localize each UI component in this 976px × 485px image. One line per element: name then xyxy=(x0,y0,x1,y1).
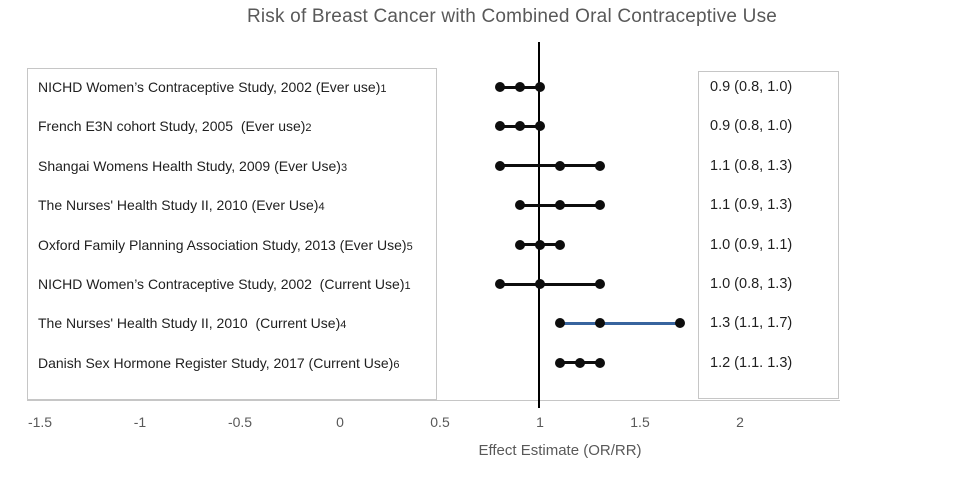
ci-low-dot xyxy=(515,200,525,211)
study-label: The Nurses' Health Study II, 2010 (Ever … xyxy=(38,196,434,216)
x-tick-label: -0.5 xyxy=(227,414,253,430)
ci-low-dot xyxy=(515,239,525,250)
study-label: NICHD Women’s Contraceptive Study, 2002 … xyxy=(38,78,434,98)
ci-high-dot xyxy=(595,160,605,171)
study-reference-number: 4 xyxy=(318,201,325,214)
study-label-text: Danish Sex Hormone Register Study, 2017 … xyxy=(38,354,394,371)
estimate-value: 1.1 (0.8, 1.3) xyxy=(710,157,793,174)
ci-line xyxy=(500,282,600,286)
study-reference-number: 3 xyxy=(340,161,348,174)
reference-line xyxy=(538,42,540,408)
study-reference-number: 6 xyxy=(393,358,400,371)
study-reference-number: 1 xyxy=(404,280,411,292)
study-reference-number: 2 xyxy=(305,122,312,135)
study-label-text: French E3N cohort Study, 2005 (Ever use) xyxy=(38,118,306,135)
ci-low-dot xyxy=(555,318,565,329)
estimate-value: 1.2 (1.1. 1.3) xyxy=(710,354,793,371)
point-estimate-dot xyxy=(535,239,545,250)
ci-line xyxy=(560,321,680,325)
estimate-value: 0.9 (0.8, 1.0) xyxy=(710,79,793,95)
x-tick-label: -1.5 xyxy=(27,414,53,430)
ci-low-dot xyxy=(495,279,505,289)
x-axis-line xyxy=(27,400,840,401)
ci-high-dot xyxy=(555,239,565,250)
point-estimate-dot xyxy=(575,357,585,368)
point-estimate-dot xyxy=(555,200,565,211)
ci-low-dot xyxy=(555,357,565,368)
ci-low-dot xyxy=(495,121,505,132)
study-label-text: The Nurses' Health Study II, 2010 (Curre… xyxy=(38,315,341,332)
study-reference-number: 5 xyxy=(406,240,413,253)
study-reference-number: 4 xyxy=(340,319,347,332)
study-label-text: NICHD Women’s Contraceptive Study, 2002 … xyxy=(38,79,381,95)
estimate-value: 1.0 (0.8, 1.3) xyxy=(710,276,793,292)
study-label: French E3N cohort Study, 2005 (Ever use)… xyxy=(38,117,434,137)
ci-high-dot xyxy=(535,121,545,132)
study-label-text: The Nurses' Health Study II, 2010 (Ever … xyxy=(38,197,319,214)
estimate-value: 1.1 (0.9, 1.3) xyxy=(710,197,793,214)
x-tick-label: 0 xyxy=(336,414,344,430)
study-reference-number: 1 xyxy=(380,83,387,95)
chart-title: Risk of Breast Cancer with Combined Oral… xyxy=(246,6,778,27)
ci-high-dot xyxy=(535,82,545,92)
study-label: Oxford Family Planning Association Study… xyxy=(38,236,434,256)
study-label-text: Oxford Family Planning Association Study… xyxy=(38,236,407,253)
ci-low-dot xyxy=(495,82,505,92)
point-estimate-dot xyxy=(535,279,545,289)
x-tick-label: 0.5 xyxy=(430,414,450,430)
ci-high-dot xyxy=(595,279,605,289)
study-label: NICHD Women’s Contraceptive Study, 2002 … xyxy=(38,275,434,295)
point-estimate-dot xyxy=(555,160,565,171)
ci-high-dot xyxy=(595,357,605,368)
x-tick-label: 2 xyxy=(736,414,744,430)
point-estimate-dot xyxy=(515,82,525,92)
point-estimate-dot xyxy=(515,121,525,132)
estimates-box xyxy=(698,71,839,399)
estimate-value: 1.3 (1.1, 1.7) xyxy=(710,315,793,332)
study-label: Shangai Womens Health Study, 2009 (Ever … xyxy=(38,157,434,177)
x-axis-title: Effect Estimate (OR/RR) xyxy=(478,442,642,459)
ci-high-dot xyxy=(675,318,685,329)
study-label: Danish Sex Hormone Register Study, 2017 … xyxy=(38,354,434,374)
point-estimate-dot xyxy=(595,318,605,329)
study-label-text: Shangai Womens Health Study, 2009 (Ever … xyxy=(38,157,341,174)
ci-line xyxy=(500,164,600,168)
study-label-text: NICHD Women’s Contraceptive Study, 2002 … xyxy=(38,276,405,292)
estimate-value: 1.0 (0.9, 1.1) xyxy=(710,236,793,253)
study-labels-box xyxy=(27,68,437,400)
estimate-value: 0.9 (0.8, 1.0) xyxy=(710,118,793,135)
ci-low-dot xyxy=(495,160,505,171)
study-label: The Nurses' Health Study II, 2010 (Curre… xyxy=(38,314,434,334)
ci-high-dot xyxy=(595,200,605,211)
x-tick-label: 1.5 xyxy=(630,414,650,430)
x-tick-label: -1 xyxy=(133,414,147,430)
x-tick-label: 1 xyxy=(536,414,544,430)
